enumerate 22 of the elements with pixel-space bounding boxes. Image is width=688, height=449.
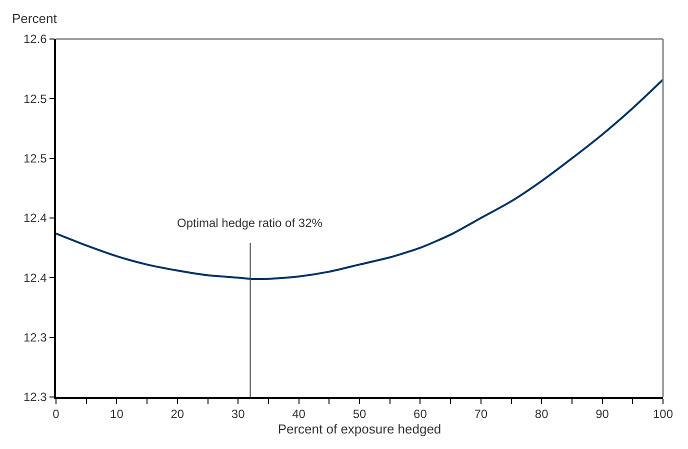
line-series [56, 78, 663, 280]
y-tick-label: 12.3 [23, 390, 48, 404]
x-tick-label: 100 [652, 407, 674, 422]
y-tick-label: 12.5 [23, 152, 48, 166]
x-tick-label: 10 [110, 407, 124, 422]
x-tick-label: 40 [292, 407, 306, 422]
ref-line-label: Optimal hedge ratio of 32% [177, 216, 323, 230]
x-tick-label: 50 [352, 407, 366, 422]
x-tick-label: 30 [231, 407, 246, 422]
y-tick-label: 12.4 [23, 211, 48, 226]
x-tick-label: 90 [596, 407, 610, 422]
y-tick-label: 12.4 [23, 270, 48, 285]
y-tick-label: 12.6 [23, 32, 48, 46]
x-tick-label: 70 [474, 407, 488, 422]
x-tick-label: 0 [52, 407, 60, 422]
x-tick-label: 80 [534, 407, 549, 422]
x-tick-label: 60 [414, 407, 428, 422]
y-tick-label: 12.3 [23, 330, 48, 345]
y-axis-title: Percent [12, 11, 58, 26]
x-tick-label: 20 [170, 407, 184, 422]
x-axis-title: Percent of exposure hedged [278, 421, 442, 436]
y-tick-label: 12.5 [23, 92, 48, 106]
